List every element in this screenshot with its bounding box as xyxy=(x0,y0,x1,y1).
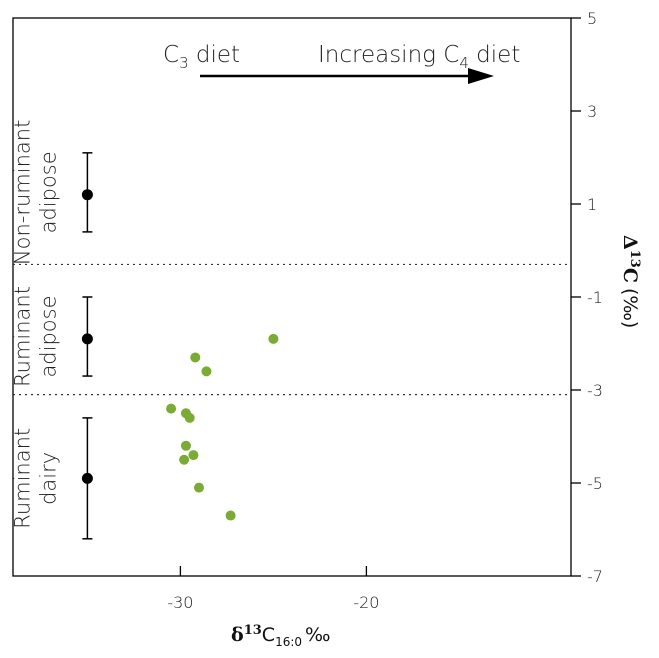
y-tick-label: -7 xyxy=(587,567,603,586)
category-label: Ruminantadipose xyxy=(10,286,60,387)
separators xyxy=(13,263,571,396)
data-point xyxy=(166,403,177,414)
y-tick-label: -5 xyxy=(587,474,603,493)
x-axis-title: δ13C16:0 ‰ xyxy=(231,623,331,649)
data-point xyxy=(179,454,190,465)
data-point xyxy=(268,333,279,344)
x-tick-label: -30 xyxy=(167,593,193,612)
y-axis-title: Δ13C(‰) xyxy=(619,235,642,328)
reference-mean xyxy=(81,189,93,201)
diet-arrow xyxy=(200,68,494,84)
annotation-c3-diet: C3 diet xyxy=(163,42,240,72)
x-axis: -30 -20 xyxy=(167,566,379,612)
reference-range: Ruminantadipose xyxy=(10,286,93,387)
x-tick-label: -20 xyxy=(353,593,379,612)
data-point xyxy=(184,412,195,423)
data-point xyxy=(225,510,236,521)
category-label: Non-ruminantadipose xyxy=(10,120,60,265)
y-tick-label: 1 xyxy=(587,195,597,214)
plot-frame xyxy=(12,17,572,577)
reference-mean xyxy=(81,472,93,484)
reference-ranges: Non-ruminantadipose Ruminantadipose Rumina… xyxy=(10,120,93,540)
data-points xyxy=(166,333,279,521)
category-label: Ruminantdairy xyxy=(10,428,60,529)
reference-range: Non-ruminantadipose xyxy=(10,120,93,265)
data-point xyxy=(194,482,204,493)
reference-range: Ruminantdairy xyxy=(10,417,93,540)
annotation-c4-diet: Increasing C4 diet xyxy=(318,42,520,72)
data-point xyxy=(180,440,191,451)
y-tick-label: -1 xyxy=(587,288,603,307)
y-tick-label: 3 xyxy=(587,102,597,121)
y-axis: 5 3 1 -1 -3 -5 -7 xyxy=(571,9,603,586)
reference-mean xyxy=(81,333,93,345)
data-point xyxy=(190,352,201,363)
y-tick-label: -3 xyxy=(587,381,603,400)
data-point xyxy=(201,366,212,377)
y-tick-label: 5 xyxy=(587,9,597,28)
data-point xyxy=(188,450,199,461)
